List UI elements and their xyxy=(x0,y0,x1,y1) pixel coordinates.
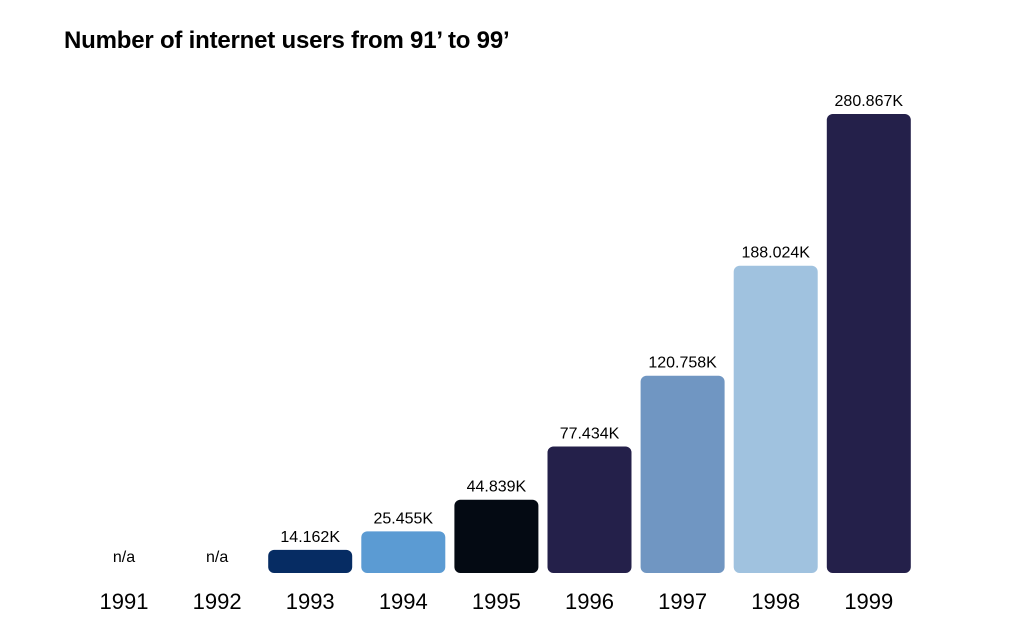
value-label-1994: 25.455K xyxy=(373,510,433,527)
x-tick-1993: 1993 xyxy=(286,589,335,614)
bar-1999 xyxy=(826,114,911,573)
value-label-1992: n/a xyxy=(206,549,228,566)
x-tick-1992: 1992 xyxy=(193,589,242,614)
x-tick-1995: 1995 xyxy=(472,589,521,614)
value-label-1999: 280.867K xyxy=(835,93,904,110)
bar-1994 xyxy=(361,531,446,573)
x-tick-1998: 1998 xyxy=(751,589,800,614)
x-tick-1991: 1991 xyxy=(100,589,149,614)
bar-1998 xyxy=(733,265,818,573)
value-label-1997: 120.758K xyxy=(648,355,717,372)
value-label-1995: 44.839K xyxy=(467,479,527,496)
value-label-1996: 77.434K xyxy=(560,426,620,443)
x-tick-1996: 1996 xyxy=(565,589,614,614)
value-label-1993: 14.162K xyxy=(280,529,340,546)
chart-title: Number of internet users from 91’ to 99’ xyxy=(64,27,510,54)
bar-1996 xyxy=(547,446,632,573)
bar-1997 xyxy=(640,375,725,573)
value-label-1991: n/a xyxy=(113,549,135,566)
x-tick-1994: 1994 xyxy=(379,589,428,614)
value-label-1998: 188.024K xyxy=(741,245,810,262)
bar-1995 xyxy=(454,499,539,573)
x-tick-1997: 1997 xyxy=(658,589,707,614)
bar-1993 xyxy=(268,549,353,573)
x-tick-1999: 1999 xyxy=(844,589,893,614)
